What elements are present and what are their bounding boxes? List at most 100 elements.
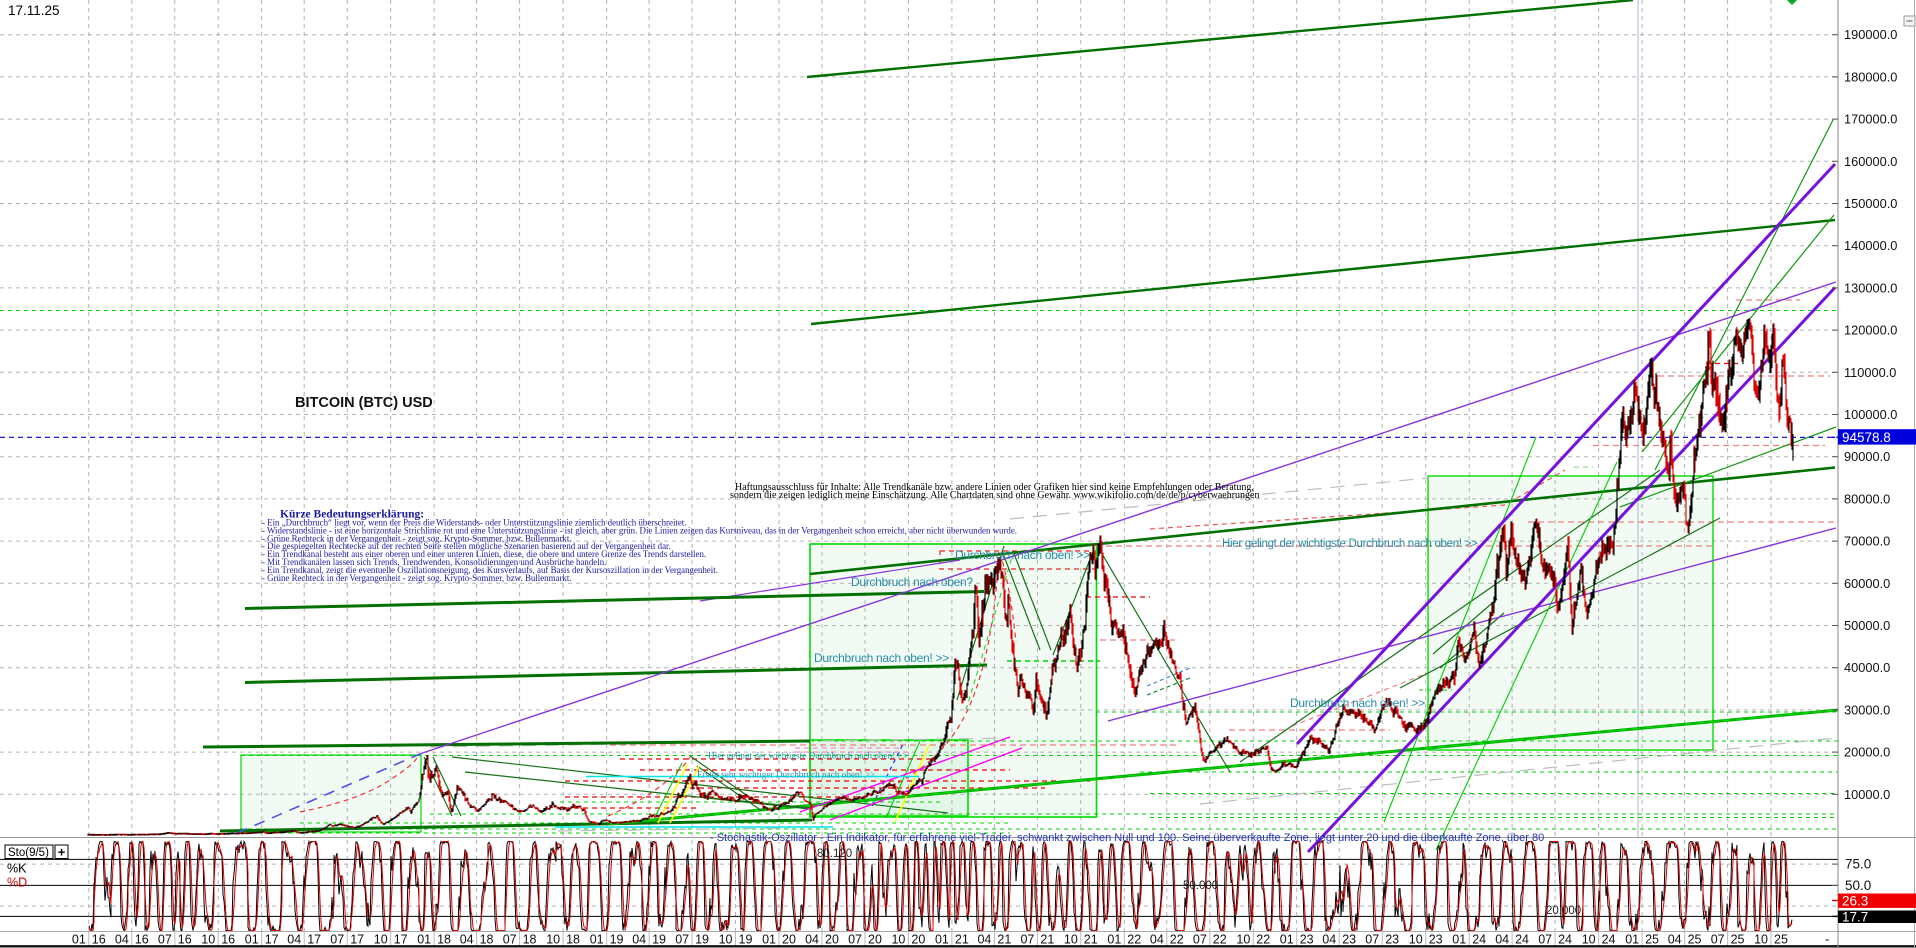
svg-text:70000.0: 70000.0 bbox=[1844, 534, 1890, 549]
svg-text:21: 21 bbox=[1040, 933, 1054, 947]
svg-text:80.120: 80.120 bbox=[817, 848, 852, 860]
svg-text:10: 10 bbox=[1582, 933, 1596, 947]
svg-text:Durchbruch nach oben! >>: Durchbruch nach oben! >> bbox=[814, 651, 949, 665]
svg-text:Durchbruch nach oben! >>: Durchbruch nach oben! >> bbox=[1290, 696, 1425, 710]
svg-text:01: 01 bbox=[72, 933, 86, 947]
svg-text:25: 25 bbox=[1645, 933, 1659, 947]
svg-text:10: 10 bbox=[201, 933, 215, 947]
svg-text:21: 21 bbox=[955, 933, 969, 947]
svg-text:18: 18 bbox=[566, 933, 580, 947]
svg-text:04: 04 bbox=[460, 933, 474, 947]
svg-text:04: 04 bbox=[1150, 933, 1164, 947]
svg-text:07: 07 bbox=[1020, 933, 1034, 947]
svg-text:01: 01 bbox=[762, 933, 776, 947]
svg-text:10: 10 bbox=[1754, 933, 1768, 947]
svg-text:07: 07 bbox=[503, 933, 517, 947]
svg-text:16: 16 bbox=[92, 933, 106, 947]
svg-text:17: 17 bbox=[307, 933, 321, 947]
svg-text:- Ein Trendkanal besteht aus e: - Ein Trendkanal besteht aus einer obere… bbox=[262, 549, 706, 559]
svg-text:07: 07 bbox=[1538, 933, 1552, 947]
svg-text:01: 01 bbox=[1452, 933, 1466, 947]
svg-text:22: 22 bbox=[1256, 933, 1270, 947]
svg-text:- Mit Trendkanälen lassen sich: - Mit Trendkanälen lassen sich Trends, T… bbox=[262, 557, 606, 567]
svg-text:10: 10 bbox=[891, 933, 905, 947]
svg-text:04: 04 bbox=[1495, 933, 1509, 947]
svg-text:01: 01 bbox=[1107, 933, 1121, 947]
svg-text:60000.0: 60000.0 bbox=[1844, 576, 1890, 591]
svg-text:- Die gespiegelten Rechtecke a: - Die gespiegelten Rechtecke auf der rec… bbox=[262, 541, 671, 551]
svg-text:10: 10 bbox=[546, 933, 560, 947]
svg-text:24: 24 bbox=[1515, 933, 1529, 947]
svg-text:- Ein Trendkanal, zeigt die ev: - Ein Trendkanal, zeigt die eventuelle O… bbox=[262, 565, 718, 575]
svg-text:19: 19 bbox=[610, 933, 624, 947]
svg-text:04: 04 bbox=[632, 933, 646, 947]
svg-text:23: 23 bbox=[1300, 933, 1314, 947]
svg-text:07: 07 bbox=[675, 933, 689, 947]
svg-text:17.7: 17.7 bbox=[1842, 909, 1868, 924]
svg-text:10: 10 bbox=[1236, 933, 1250, 947]
svg-text:18: 18 bbox=[480, 933, 494, 947]
svg-text:Sto(9/5): Sto(9/5) bbox=[8, 847, 49, 859]
svg-text:24: 24 bbox=[1558, 933, 1572, 947]
svg-text:17: 17 bbox=[350, 933, 364, 947]
svg-text:25: 25 bbox=[1731, 933, 1745, 947]
svg-text:170000.0: 170000.0 bbox=[1844, 112, 1897, 127]
svg-text:50000.0: 50000.0 bbox=[1844, 618, 1890, 633]
svg-text:10: 10 bbox=[1064, 933, 1078, 947]
svg-text:20: 20 bbox=[868, 933, 882, 947]
svg-text:07: 07 bbox=[158, 933, 172, 947]
svg-text:19: 19 bbox=[695, 933, 709, 947]
svg-text:- Grüne Rechteck in der Vergan: - Grüne Rechteck in der Vergangenheit - … bbox=[262, 573, 572, 583]
svg-text:- Grüne Rechteck in der Vergan: - Grüne Rechteck in der Vergangenheit - … bbox=[262, 533, 572, 543]
svg-text:04: 04 bbox=[1322, 933, 1336, 947]
svg-text:21: 21 bbox=[997, 933, 1011, 947]
svg-text:30000.0: 30000.0 bbox=[1844, 702, 1890, 717]
svg-text:18: 18 bbox=[523, 933, 537, 947]
svg-text:10: 10 bbox=[719, 933, 733, 947]
svg-text:90000.0: 90000.0 bbox=[1844, 449, 1890, 464]
svg-text:150000.0: 150000.0 bbox=[1844, 196, 1897, 211]
svg-text:%D: %D bbox=[7, 876, 27, 890]
svg-text:20: 20 bbox=[911, 933, 925, 947]
svg-text:25: 25 bbox=[1774, 933, 1788, 947]
svg-text:07: 07 bbox=[330, 933, 344, 947]
svg-text:04: 04 bbox=[287, 933, 301, 947]
svg-text:20.000: 20.000 bbox=[1546, 905, 1581, 917]
svg-text:180000.0: 180000.0 bbox=[1844, 69, 1897, 84]
svg-text:01: 01 bbox=[417, 933, 431, 947]
svg-text:04: 04 bbox=[1668, 933, 1682, 947]
svg-text:17: 17 bbox=[265, 933, 279, 947]
svg-text:Durchbruch nach oben! >>: Durchbruch nach oben! >> bbox=[955, 548, 1090, 562]
svg-text:07: 07 bbox=[1193, 933, 1207, 947]
svg-text:19: 19 bbox=[739, 933, 753, 947]
svg-text:Hier gelingt der wichtigste Du: Hier gelingt der wichtigste Durchbruch n… bbox=[708, 751, 908, 761]
svg-text:07: 07 bbox=[1711, 933, 1725, 947]
svg-text:22: 22 bbox=[1127, 933, 1141, 947]
svg-text:16: 16 bbox=[221, 933, 235, 947]
svg-text:01: 01 bbox=[590, 933, 604, 947]
svg-text:20: 20 bbox=[782, 933, 796, 947]
svg-text:120000.0: 120000.0 bbox=[1844, 323, 1897, 338]
svg-text:sondern die zeigen lediglich m: sondern die zeigen lediglich meine Einsc… bbox=[730, 490, 1259, 501]
svg-text:80000.0: 80000.0 bbox=[1844, 491, 1890, 506]
svg-text:50.0: 50.0 bbox=[1845, 878, 1871, 893]
svg-text:23: 23 bbox=[1342, 933, 1356, 947]
svg-text:- Widerstandslinie - ist eine: - Widerstandslinie - ist eine horizontal… bbox=[262, 525, 1017, 535]
svg-text:01: 01 bbox=[935, 933, 949, 947]
svg-text:20: 20 bbox=[825, 933, 839, 947]
svg-text:10: 10 bbox=[1409, 933, 1423, 947]
svg-text:75.0: 75.0 bbox=[1845, 857, 1871, 872]
svg-text:22: 22 bbox=[1170, 933, 1184, 947]
svg-text:04: 04 bbox=[115, 933, 129, 947]
svg-text:26.3: 26.3 bbox=[1842, 893, 1868, 908]
svg-text:07: 07 bbox=[1365, 933, 1379, 947]
svg-text:50.000: 50.000 bbox=[1183, 880, 1218, 892]
svg-text:23: 23 bbox=[1429, 933, 1443, 947]
svg-text:24: 24 bbox=[1472, 933, 1486, 947]
svg-text:+: + bbox=[58, 845, 66, 860]
svg-text:- Ein „Durchbruch“ liegt vor,: - Ein „Durchbruch“ liegt vor, wenn der P… bbox=[262, 518, 687, 528]
svg-text:190000.0: 190000.0 bbox=[1844, 27, 1897, 42]
svg-text:110000.0: 110000.0 bbox=[1844, 365, 1896, 380]
svg-text:10000.0: 10000.0 bbox=[1844, 787, 1890, 802]
svg-text:- Stochastik-Oszillator - Ein: - Stochastik-Oszillator - Ein Indikator,… bbox=[710, 832, 1544, 844]
